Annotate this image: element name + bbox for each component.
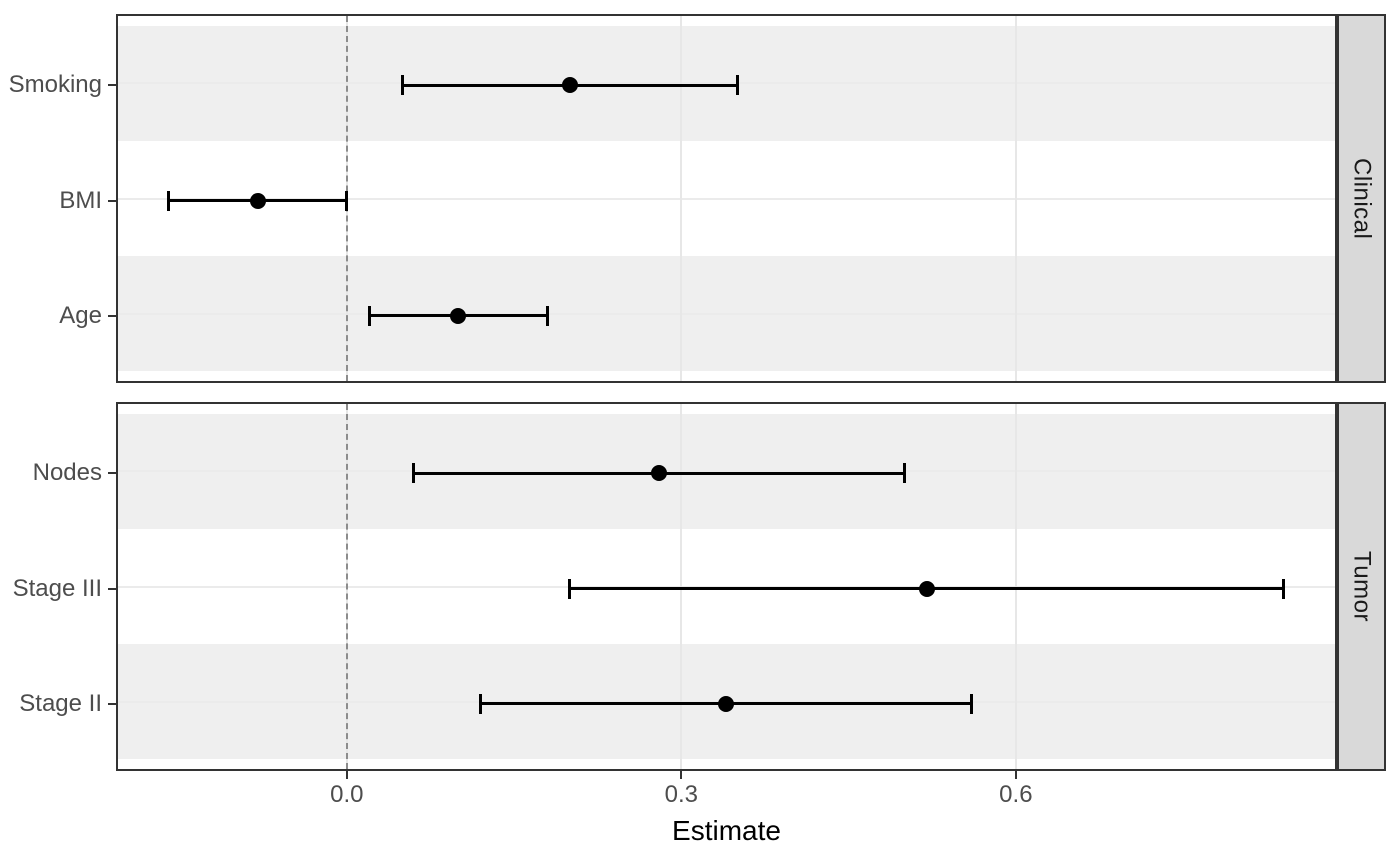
y-tick-label-bmi: BMI — [59, 186, 102, 214]
y-tick-mark — [108, 199, 116, 202]
y-tick-mark — [108, 84, 116, 87]
gridline-vertical — [1014, 404, 1017, 769]
y-tick-mark — [108, 314, 116, 317]
point-estimate-age — [450, 307, 467, 324]
zero-reference-line — [345, 404, 348, 769]
errorbar-cap-high — [345, 190, 349, 211]
point-estimate-smoking — [561, 77, 578, 94]
x-tick-mark — [680, 771, 683, 779]
point-estimate-nodes — [651, 465, 668, 482]
gridline-vertical — [680, 16, 683, 381]
facet-strip-clinical: Clinical — [1337, 14, 1386, 383]
errorbar-cap-high — [735, 75, 739, 96]
gridline-horizontal — [118, 585, 1335, 588]
errorbar-cap-high — [969, 693, 973, 714]
errorbar-cap-high — [902, 463, 906, 484]
y-tick-label-stage-ii: Stage II — [19, 689, 102, 717]
y-tick-mark — [108, 587, 116, 590]
gridline-horizontal — [118, 197, 1335, 200]
point-estimate-stage-ii — [717, 695, 734, 712]
x-tick-mark — [345, 771, 348, 779]
gridline-horizontal — [118, 470, 1335, 473]
gridline-horizontal — [118, 82, 1335, 85]
y-tick-label-smoking: Smoking — [8, 71, 102, 99]
y-tick-label-age: Age — [59, 301, 102, 329]
x-tick-label: 0.0 — [330, 781, 364, 808]
x-tick-mark — [1014, 771, 1017, 779]
errorbar-cap-low — [479, 693, 483, 714]
errorbar-cap-low — [568, 578, 572, 599]
errorbar-cap-low — [401, 75, 405, 96]
x-tick-label: 0.6 — [999, 781, 1033, 808]
gridline-vertical — [1014, 16, 1017, 381]
y-tick-mark — [108, 702, 116, 705]
gridline-vertical — [680, 404, 683, 769]
errorbar-cap-high — [546, 305, 550, 326]
y-tick-mark — [108, 472, 116, 475]
y-tick-label-stage-iii: Stage III — [12, 574, 102, 602]
facet-strip-label: Clinical — [1348, 157, 1376, 240]
y-tick-label-nodes: Nodes — [32, 459, 102, 487]
x-axis-title: Estimate — [672, 815, 781, 846]
errorbar-cap-low — [367, 305, 371, 326]
facet-strip-label: Tumor — [1348, 551, 1376, 622]
errorbar-cap-low — [412, 463, 416, 484]
point-estimate-stage-iii — [918, 580, 935, 597]
point-estimate-bmi — [249, 192, 266, 209]
gridline-horizontal — [118, 312, 1335, 315]
errorbar-cap-high — [1281, 578, 1285, 599]
x-tick-label: 0.3 — [664, 781, 699, 808]
errorbar-cap-low — [166, 190, 170, 211]
facet-strip-tumor: Tumor — [1337, 402, 1386, 771]
